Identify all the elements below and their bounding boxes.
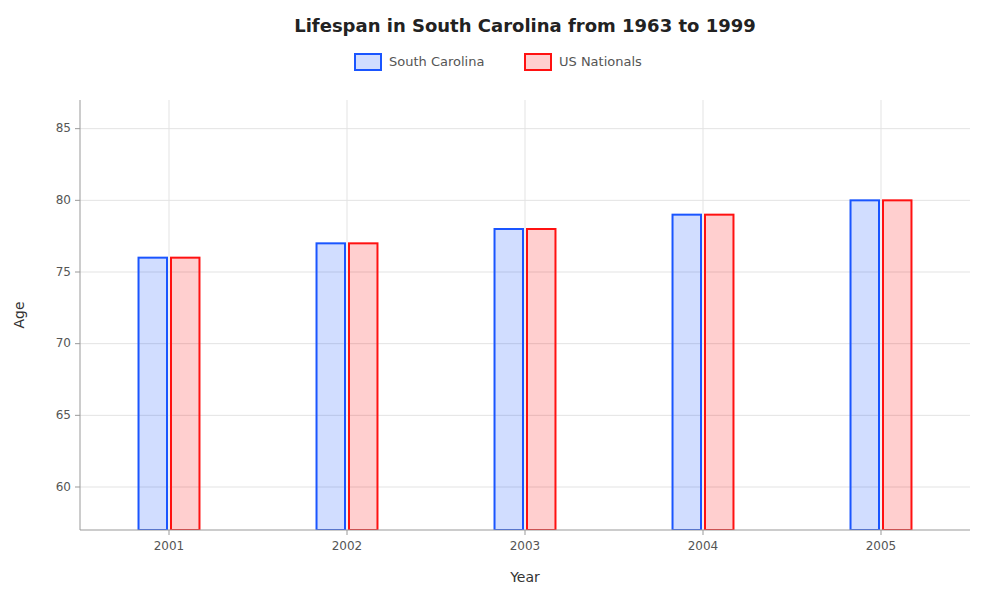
chart-container: 60 65 70 75 80 85 2001 2002 2003 2004 2005 Lifespan… [0, 0, 1000, 600]
x-tick-label: 2002 [332, 539, 363, 553]
axes: 60 65 70 75 80 85 2001 2002 2003 2004 2005 [56, 100, 970, 553]
x-tick [347, 530, 348, 535]
x-tick-label: 2005 [866, 539, 897, 553]
y-tick [75, 415, 80, 416]
legend-label: South Carolina [389, 54, 484, 69]
y-tick [75, 487, 80, 488]
y-tick [75, 200, 80, 201]
y-axis-label: Age [11, 301, 27, 328]
x-tick-label: 2001 [154, 539, 185, 553]
bar [349, 243, 377, 530]
y-tick-label: 70 [56, 336, 71, 350]
x-tick [525, 530, 526, 535]
bar [317, 243, 345, 530]
y-tick [75, 128, 80, 129]
x-tick [881, 530, 882, 535]
grid-line-x [169, 100, 170, 530]
bar [705, 215, 733, 530]
bar [883, 200, 911, 530]
bar [851, 200, 879, 530]
bars [139, 200, 912, 530]
y-tick-label: 80 [56, 193, 71, 207]
x-tick-label: 2004 [688, 539, 719, 553]
y-tick [75, 343, 80, 344]
legend-label: US Nationals [559, 54, 642, 69]
grid [80, 100, 970, 530]
bar [673, 215, 701, 530]
x-axis-label: Year [509, 569, 540, 585]
bar [139, 258, 167, 530]
y-tick-label: 75 [56, 265, 71, 279]
legend: South Carolina US Nationals [355, 54, 642, 71]
grid-line-x [347, 100, 348, 530]
y-axis-line [80, 100, 81, 530]
grid-line-x [881, 100, 882, 530]
x-tick [169, 530, 170, 535]
y-tick-label: 65 [56, 408, 71, 422]
y-tick-label: 85 [56, 121, 71, 135]
bar [171, 258, 199, 530]
legend-swatch [355, 54, 381, 70]
y-tick-label: 60 [56, 480, 71, 494]
x-tick [703, 530, 704, 535]
chart: 60 65 70 75 80 85 2001 2002 2003 2004 2005 Lifespan… [0, 0, 1000, 600]
grid-line-x [525, 100, 526, 530]
legend-swatch [525, 54, 551, 70]
grid-line-x [703, 100, 704, 530]
y-tick [75, 272, 80, 273]
bar [495, 229, 523, 530]
bar [527, 229, 555, 530]
x-tick-label: 2003 [510, 539, 541, 553]
title: Lifespan in South Carolina from 1963 to … [294, 15, 756, 36]
